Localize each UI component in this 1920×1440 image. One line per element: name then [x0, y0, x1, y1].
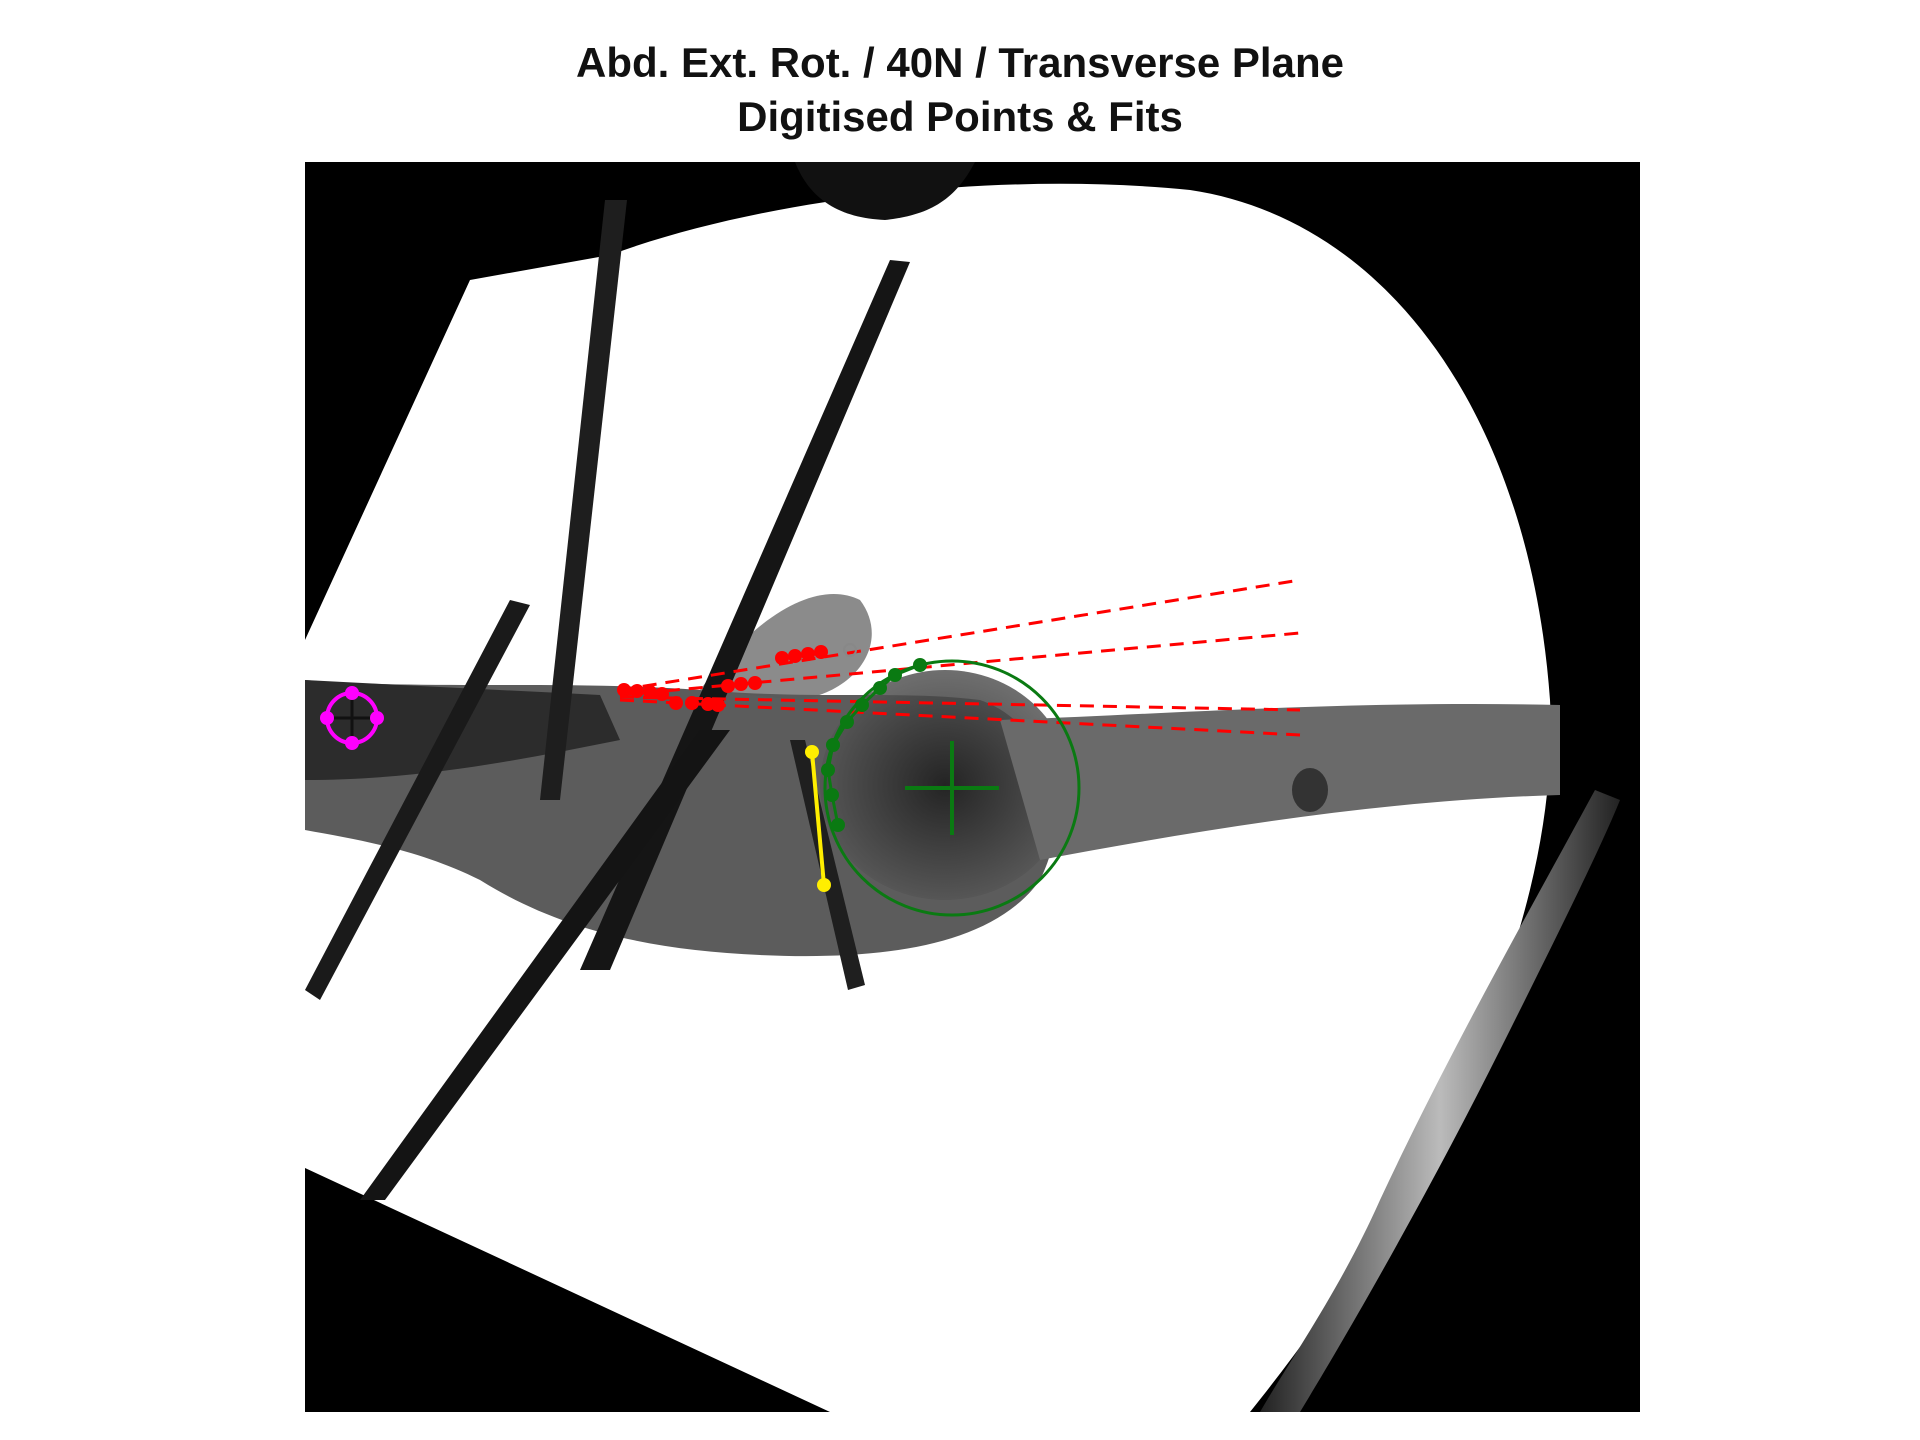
yellow-segment — [810, 751, 826, 886]
magenta-point — [345, 736, 359, 750]
diagonal-rod-2 — [360, 730, 730, 1200]
red-point — [630, 684, 644, 698]
green-points — [821, 658, 927, 832]
top-clamp — [795, 162, 975, 220]
title-line-1: Abd. Ext. Rot. / 40N / Transverse Plane — [576, 39, 1344, 86]
pin-near-humerus — [790, 740, 865, 990]
red-point — [721, 679, 735, 693]
red-point — [711, 698, 725, 712]
green-point — [840, 715, 854, 729]
diagonal-rod-3 — [305, 600, 530, 1000]
red-point — [734, 677, 748, 691]
green-point — [831, 818, 845, 832]
yellow-endpoint-top — [805, 745, 819, 759]
bone-shaft — [1000, 703, 1560, 860]
red-point — [788, 649, 802, 663]
red-point — [685, 696, 699, 710]
soft-tissue-cloud — [700, 594, 872, 700]
vertical-rod-1 — [540, 200, 627, 800]
red-point — [617, 683, 631, 697]
yellow-endpoint-bottom — [817, 878, 831, 892]
curved-band — [1260, 790, 1620, 1412]
red-point — [748, 676, 762, 690]
small-ring-marker — [843, 643, 857, 657]
green-point — [913, 658, 927, 672]
magenta-point — [345, 686, 359, 700]
red-point — [669, 696, 683, 710]
bone-detail — [1292, 768, 1328, 812]
green-point — [825, 788, 839, 802]
xray-image — [305, 162, 1640, 1412]
red-point — [643, 685, 657, 699]
red-point — [655, 687, 669, 701]
red-point — [775, 651, 789, 665]
magenta-point — [370, 711, 384, 725]
green-point — [821, 763, 835, 777]
green-circle-fit — [823, 659, 1081, 917]
green-point — [888, 668, 902, 682]
magenta-points — [320, 686, 384, 750]
green-point — [826, 738, 840, 752]
green-point — [873, 681, 887, 695]
fit-overlays — [320, 578, 1301, 917]
red-points — [617, 645, 828, 712]
green-point — [855, 698, 869, 712]
figure-title: Abd. Ext. Rot. / 40N / Transverse Plane … — [0, 36, 1920, 144]
red-point — [814, 645, 828, 659]
magenta-point — [320, 711, 334, 725]
red-point — [801, 647, 815, 661]
title-line-2: Digitised Points & Fits — [737, 93, 1183, 140]
